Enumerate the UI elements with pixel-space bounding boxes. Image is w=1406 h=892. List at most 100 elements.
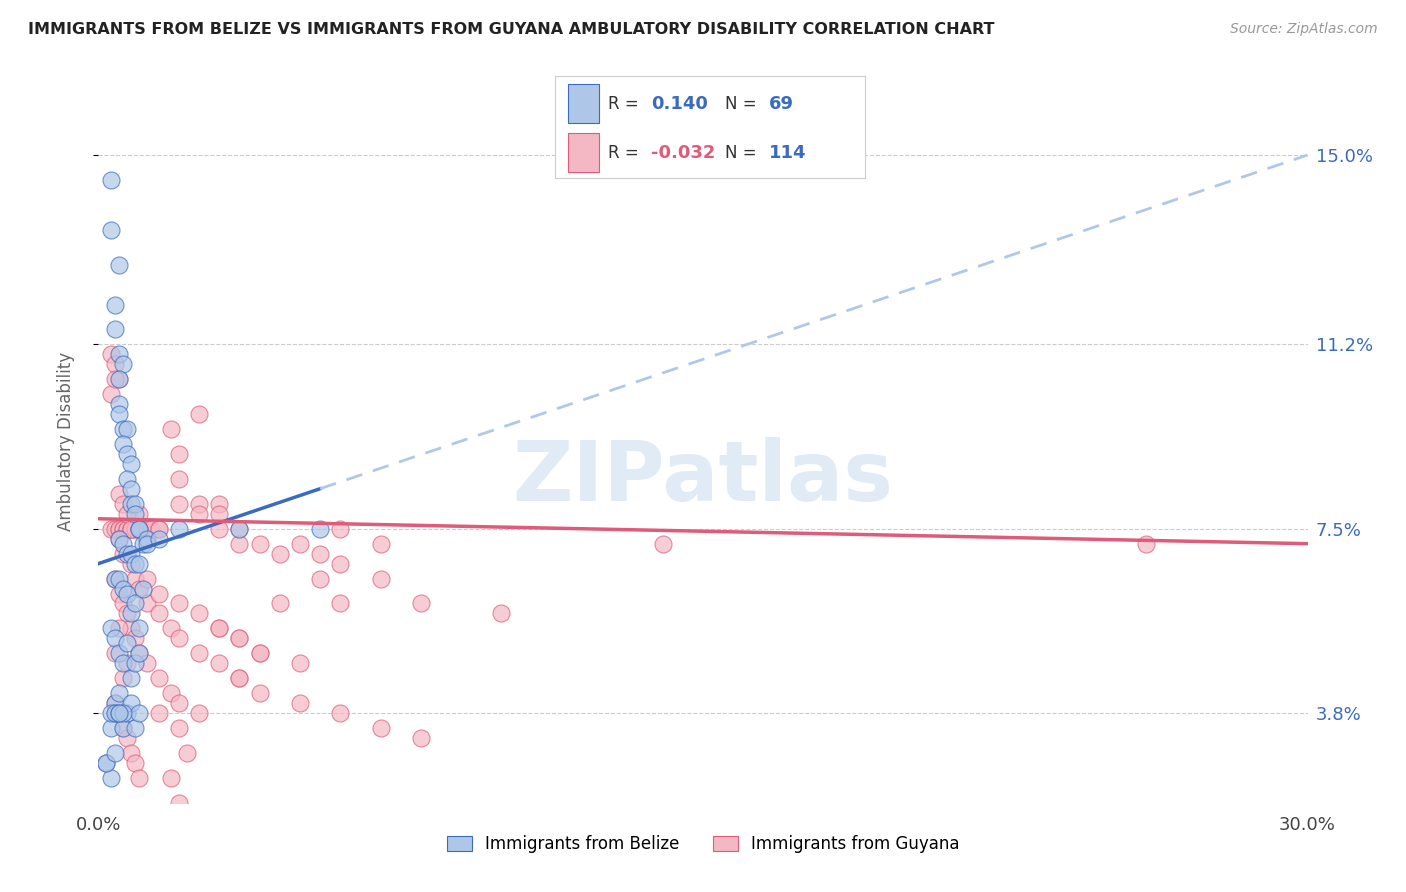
Text: N =: N =: [725, 95, 762, 112]
Point: [167, 632, 190, 646]
Point: [167, 696, 190, 710]
Point: [124, 507, 146, 521]
Point: [111, 422, 134, 436]
Point: [103, 297, 125, 311]
Text: R =: R =: [607, 95, 644, 112]
Point: [115, 547, 138, 561]
Point: [160, 422, 183, 436]
Point: [167, 522, 190, 536]
Text: -0.032: -0.032: [651, 144, 716, 161]
Point: [111, 671, 134, 685]
Point: [132, 582, 155, 596]
Point: [208, 497, 231, 511]
Point: [135, 522, 157, 536]
Point: [309, 547, 332, 561]
Point: [124, 522, 146, 536]
Text: 0.140: 0.140: [651, 95, 709, 112]
Text: R =: R =: [607, 144, 644, 161]
Point: [96, 756, 118, 770]
Point: [135, 522, 157, 536]
Point: [160, 686, 183, 700]
Point: [188, 507, 211, 521]
Point: [329, 522, 352, 536]
Point: [111, 537, 134, 551]
Point: [370, 721, 392, 735]
Point: [269, 547, 291, 561]
Point: [228, 671, 250, 685]
Point: [115, 607, 138, 621]
Point: [228, 522, 250, 536]
Point: [228, 537, 250, 551]
Point: [167, 472, 190, 486]
Point: [103, 372, 125, 386]
Point: [124, 597, 146, 611]
Point: [107, 586, 129, 600]
Point: [148, 607, 170, 621]
Point: [128, 646, 150, 660]
Point: [167, 597, 190, 611]
Point: [115, 472, 138, 486]
Point: [167, 447, 190, 461]
Point: [111, 582, 134, 596]
Bar: [568, 84, 599, 123]
Legend: Immigrants from Belize, Immigrants from Guyana: Immigrants from Belize, Immigrants from …: [440, 828, 966, 860]
Point: [103, 357, 125, 371]
Point: [107, 522, 129, 536]
Point: [96, 756, 118, 770]
Point: [107, 706, 129, 720]
Point: [124, 632, 146, 646]
Point: [128, 522, 150, 536]
Point: [103, 706, 125, 720]
Text: 114: 114: [769, 144, 806, 161]
Point: [329, 706, 352, 720]
Point: [329, 597, 352, 611]
Point: [107, 706, 129, 720]
Point: [124, 522, 146, 536]
Point: [249, 686, 271, 700]
Point: [135, 537, 157, 551]
Point: [103, 646, 125, 660]
Point: [111, 437, 134, 451]
Point: [160, 771, 183, 785]
Point: [111, 721, 134, 735]
Point: [100, 721, 122, 735]
Point: [111, 597, 134, 611]
Point: [107, 686, 129, 700]
Point: [107, 347, 129, 361]
Point: [409, 597, 432, 611]
Point: [148, 706, 170, 720]
Point: [124, 657, 146, 671]
Point: [128, 557, 150, 571]
Point: [107, 646, 129, 660]
Point: [120, 522, 142, 536]
Text: 69: 69: [769, 95, 794, 112]
Point: [176, 746, 198, 760]
Point: [100, 522, 122, 536]
Point: [128, 522, 150, 536]
Point: [111, 706, 134, 720]
Point: [228, 671, 250, 685]
Text: ZIPatlas: ZIPatlas: [513, 437, 893, 518]
Point: [148, 532, 170, 546]
Point: [288, 657, 311, 671]
Point: [124, 557, 146, 571]
Point: [120, 621, 142, 635]
Point: [115, 706, 138, 720]
Point: [115, 657, 138, 671]
Point: [208, 621, 231, 635]
Point: [188, 497, 211, 511]
Point: [139, 522, 162, 536]
Point: [228, 522, 250, 536]
Text: N =: N =: [725, 144, 762, 161]
Point: [120, 557, 142, 571]
Point: [188, 607, 211, 621]
Point: [167, 497, 190, 511]
Y-axis label: Ambulatory Disability: Ambulatory Disability: [56, 352, 75, 531]
Point: [120, 696, 142, 710]
Point: [124, 497, 146, 511]
Point: [128, 522, 150, 536]
Point: [100, 387, 122, 401]
Point: [111, 721, 134, 735]
Bar: [568, 133, 599, 172]
Point: [491, 607, 513, 621]
